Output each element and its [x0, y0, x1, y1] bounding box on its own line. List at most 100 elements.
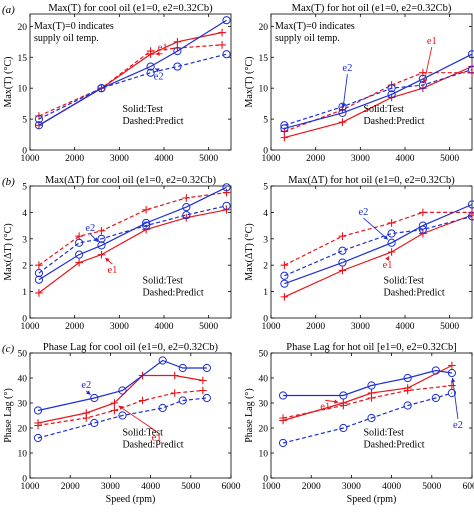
data-point-circle — [142, 218, 151, 228]
series-line-e2-predict — [37, 397, 207, 439]
series-line-e2-test — [38, 19, 227, 126]
chart-title: Max(T) for cool oil (e1=0, e2=0.32Cb) — [48, 3, 213, 14]
x-tick-label: 3000 — [342, 482, 361, 492]
data-point-circle — [387, 229, 396, 238]
data-point-circle — [75, 238, 84, 247]
data-point-circle — [90, 418, 99, 428]
data-point-circle — [146, 62, 155, 71]
curve-label-e1: e1 — [158, 43, 168, 54]
y-tick-label: 4 — [263, 209, 268, 219]
data-point-plus — [338, 232, 347, 240]
data-point-plus — [387, 219, 396, 227]
data-point-circle — [278, 391, 288, 400]
series-line-e2-test — [283, 369, 452, 397]
data-point-circle — [280, 271, 289, 280]
data-point-circle — [34, 275, 44, 284]
x-axis-label: Speed (rpm) — [347, 494, 397, 505]
y-tick-label: 0 — [22, 147, 27, 157]
curve-label-arrowhead — [86, 390, 91, 395]
chart-title: Max(T) for hot oil (e1=0, e2=0.32Cb) — [292, 3, 452, 14]
chart-note: Max(T)=0 indicates — [34, 21, 114, 32]
y-tick-label: 40 — [18, 375, 28, 385]
y-tick-label: 30 — [18, 400, 28, 410]
x-tick-label: 4000 — [396, 154, 415, 164]
data-point-plus — [97, 250, 106, 259]
x-tick-label: 4000 — [141, 482, 160, 492]
data-point-plus — [146, 47, 155, 55]
legend-solid: Solid:Test — [384, 276, 425, 287]
y-tick-label: 5 — [22, 183, 27, 193]
data-point-plus — [110, 406, 119, 415]
x-tick-label: 6000 — [222, 482, 241, 492]
data-point-circle — [222, 50, 231, 59]
curve-label-e1: e1 — [320, 401, 330, 412]
data-point-circle — [338, 102, 347, 111]
data-point-circle — [339, 391, 348, 400]
x-tick-label: 3000 — [351, 322, 370, 332]
y-tick-label: 0 — [263, 147, 268, 157]
curve-label-arrowhead — [93, 237, 98, 242]
y-axis-label: Max(T) (°C) — [3, 57, 14, 108]
data-point-circle — [418, 80, 427, 90]
chart-panel-2: Max(T) for hot oil (e1=0, e2=0.32Cb) 1000… — [244, 3, 474, 164]
data-point-circle — [387, 90, 396, 99]
y-tick-label: 20 — [18, 23, 28, 33]
data-point-plus — [279, 414, 287, 422]
data-point-circle — [338, 246, 347, 255]
series-line-e2-test — [284, 203, 473, 285]
curve-label-e2: e2 — [85, 223, 95, 234]
series-line-e1-predict — [37, 389, 203, 427]
data-point-plus — [110, 399, 119, 407]
chart-title: Max(ΔT) for hot oil (e1=0, e2=0.32Cb) — [288, 175, 455, 186]
data-point-plus — [142, 205, 150, 214]
legend-dashed: Dashed:Predict — [384, 288, 445, 299]
x-tick-label: 1000 — [21, 482, 40, 492]
curve-label-arrowhead — [450, 377, 456, 383]
y-tick-label: 20 — [259, 23, 269, 33]
legend-dashed: Dashed:Predict — [143, 288, 204, 299]
legend-solid: Solid:Test — [122, 104, 163, 115]
y-tick-label: 0 — [22, 315, 27, 325]
x-tick-label: 4000 — [155, 322, 174, 332]
data-point-circle — [173, 62, 182, 71]
data-point-circle — [97, 241, 106, 250]
data-point-plus — [170, 371, 179, 380]
series-line-e1-test — [284, 65, 473, 139]
data-point-plus — [387, 248, 396, 256]
x-tick-label: 5000 — [181, 482, 200, 492]
curve-label-e2: e2 — [154, 71, 164, 82]
data-point-plus — [218, 41, 226, 49]
x-tick-label: 5000 — [199, 322, 218, 332]
data-point-plus — [34, 421, 42, 430]
data-point-plus — [338, 118, 347, 126]
series-line-e1-test — [282, 364, 453, 422]
series-line-e2-test — [38, 186, 227, 281]
x-tick-label: 2000 — [65, 322, 84, 332]
curve-label-arrowhead — [155, 51, 160, 57]
data-point-plus — [448, 361, 456, 370]
curve-label-arrow — [452, 377, 459, 420]
legend-solid: Solid:Test — [363, 428, 404, 439]
legend-solid: Solid:Test — [122, 428, 163, 439]
data-point-circle — [182, 203, 191, 212]
x-tick-label: 5000 — [199, 154, 218, 164]
y-tick-label: 30 — [259, 400, 269, 410]
data-point-plus — [182, 194, 191, 202]
y-tick-label: 3 — [22, 235, 27, 245]
y-tick-label: 10 — [18, 85, 28, 95]
data-point-circle — [182, 210, 191, 220]
data-point-circle — [97, 84, 106, 93]
series-line-e1-test — [37, 374, 204, 424]
data-point-circle — [34, 114, 44, 124]
data-point-circle — [222, 183, 231, 192]
x-tick-label: 1000 — [21, 154, 40, 164]
data-point-plus — [339, 401, 348, 410]
data-point-plus — [199, 386, 207, 395]
chart-title: Phase Lag for cool oil (e1=0, e2=0.32Cb) — [43, 342, 219, 353]
y-axis-label: Max(ΔT) (°C) — [3, 223, 14, 280]
x-tick-label: 5000 — [440, 154, 459, 164]
data-point-circle — [75, 250, 84, 259]
plot-frame — [29, 185, 232, 319]
x-tick-label: 1000 — [262, 482, 281, 492]
